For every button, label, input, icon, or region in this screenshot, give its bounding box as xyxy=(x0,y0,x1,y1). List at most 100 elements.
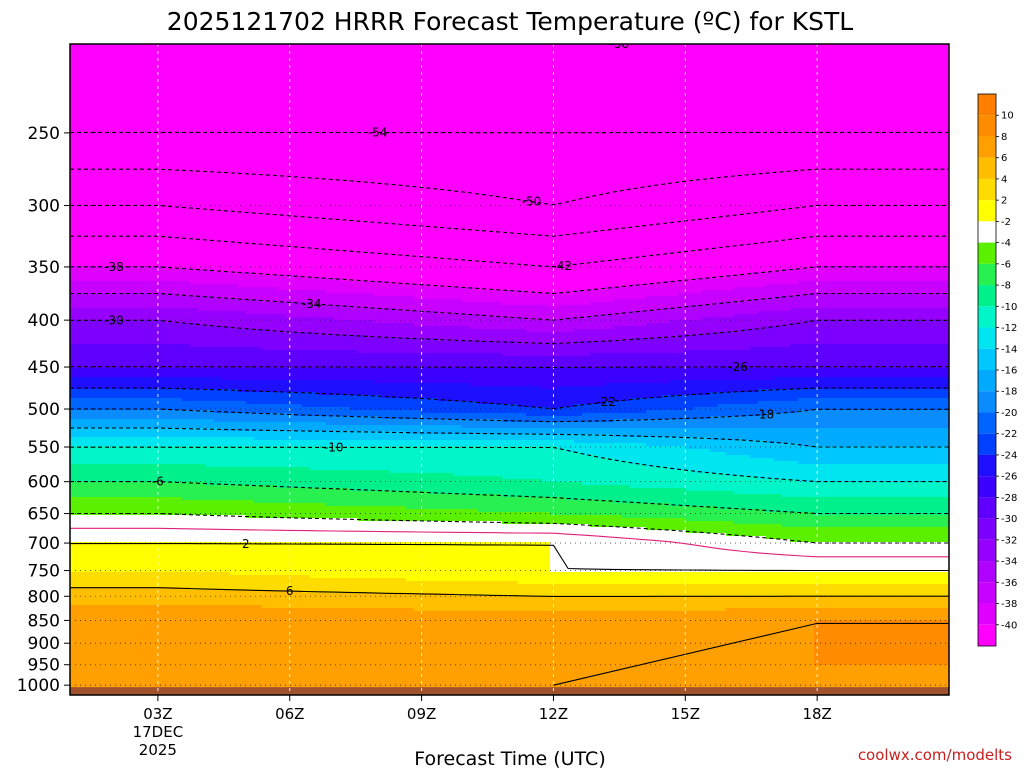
field-cell xyxy=(206,263,215,267)
field-cell xyxy=(230,392,239,396)
field-cell xyxy=(174,107,183,111)
field-cell xyxy=(214,614,223,618)
field-cell xyxy=(246,179,255,183)
field-cell xyxy=(150,134,159,138)
field-cell xyxy=(118,254,127,258)
field-cell xyxy=(190,203,199,207)
field-cell xyxy=(214,281,223,285)
field-cell xyxy=(214,626,223,630)
field-cell xyxy=(190,167,199,171)
field-cell xyxy=(78,482,87,486)
field-cell xyxy=(134,269,143,273)
field-cell xyxy=(78,254,87,258)
field-cell xyxy=(190,398,199,402)
field-cell xyxy=(78,230,87,234)
field-cell xyxy=(134,314,143,318)
field-cell xyxy=(182,329,191,333)
field-cell xyxy=(70,401,79,405)
field-cell xyxy=(246,668,255,672)
field-cell xyxy=(182,62,191,66)
field-cell xyxy=(182,494,191,498)
field-cell xyxy=(238,431,247,435)
field-cell xyxy=(246,659,255,663)
field-cell xyxy=(86,344,95,348)
plot-area: -58-54-50-42-38-34-30-26-22-18-10-626 xyxy=(70,37,951,696)
field-cell xyxy=(166,65,175,69)
field-cell xyxy=(118,308,127,312)
field-cell xyxy=(86,110,95,114)
field-cell xyxy=(86,431,95,435)
field-cell xyxy=(190,368,199,372)
field-cell xyxy=(110,506,119,510)
field-cell xyxy=(214,188,223,192)
field-cell xyxy=(166,89,175,93)
field-cell xyxy=(110,281,119,285)
field-cell xyxy=(214,215,223,219)
field-cell xyxy=(214,119,223,123)
field-cell xyxy=(134,80,143,84)
field-cell xyxy=(126,353,135,357)
field-cell xyxy=(198,113,207,117)
field-cell xyxy=(222,659,231,663)
field-cell xyxy=(118,659,127,663)
field-cell xyxy=(198,590,207,594)
field-cell xyxy=(142,335,151,339)
field-cell xyxy=(230,440,239,444)
field-cell xyxy=(102,335,111,339)
field-cell xyxy=(174,383,183,387)
field-cell xyxy=(102,191,111,195)
field-cell xyxy=(94,404,103,408)
field-cell xyxy=(166,530,175,534)
field-cell xyxy=(110,674,119,678)
field-cell xyxy=(110,413,119,417)
field-cell xyxy=(134,470,143,474)
field-cell xyxy=(222,110,231,114)
field-cell xyxy=(134,329,143,333)
field-cell xyxy=(238,371,247,375)
field-cell xyxy=(118,392,127,396)
field-cell xyxy=(150,257,159,261)
field-cell xyxy=(142,389,151,393)
field-cell xyxy=(246,176,255,180)
field-cell xyxy=(174,284,183,288)
field-cell xyxy=(86,440,95,444)
field-cell xyxy=(102,56,111,60)
field-cell xyxy=(102,173,111,177)
field-cell xyxy=(126,608,135,612)
field-cell xyxy=(166,404,175,408)
field-cell xyxy=(134,176,143,180)
field-cell xyxy=(206,578,215,582)
field-cell xyxy=(78,326,87,330)
field-cell xyxy=(110,665,119,669)
field-cell xyxy=(126,89,135,93)
field-cell xyxy=(118,284,127,288)
field-cell xyxy=(158,374,167,378)
field-cell xyxy=(102,455,111,459)
field-cell xyxy=(86,287,95,291)
field-cell xyxy=(110,353,119,357)
field-cell xyxy=(174,137,183,141)
field-cell xyxy=(142,566,151,570)
field-cell xyxy=(142,92,151,96)
field-cell xyxy=(94,482,103,486)
field-cell xyxy=(118,575,127,579)
field-cell xyxy=(182,536,191,540)
field-cell xyxy=(78,461,87,465)
field-cell xyxy=(126,329,135,333)
field-cell xyxy=(190,47,199,51)
field-cell xyxy=(102,308,111,312)
field-cell xyxy=(238,206,247,210)
field-cell xyxy=(126,326,135,330)
field-cell xyxy=(182,524,191,528)
field-cell xyxy=(246,260,255,264)
field-cell xyxy=(86,182,95,186)
field-cell xyxy=(198,62,207,66)
field-cell xyxy=(78,575,87,579)
field-cell xyxy=(134,518,143,522)
field-cell xyxy=(182,500,191,504)
field-cell xyxy=(158,251,167,255)
field-cell xyxy=(174,404,183,408)
field-cell xyxy=(246,425,255,429)
field-cell xyxy=(94,410,103,414)
field-cell xyxy=(134,467,143,471)
